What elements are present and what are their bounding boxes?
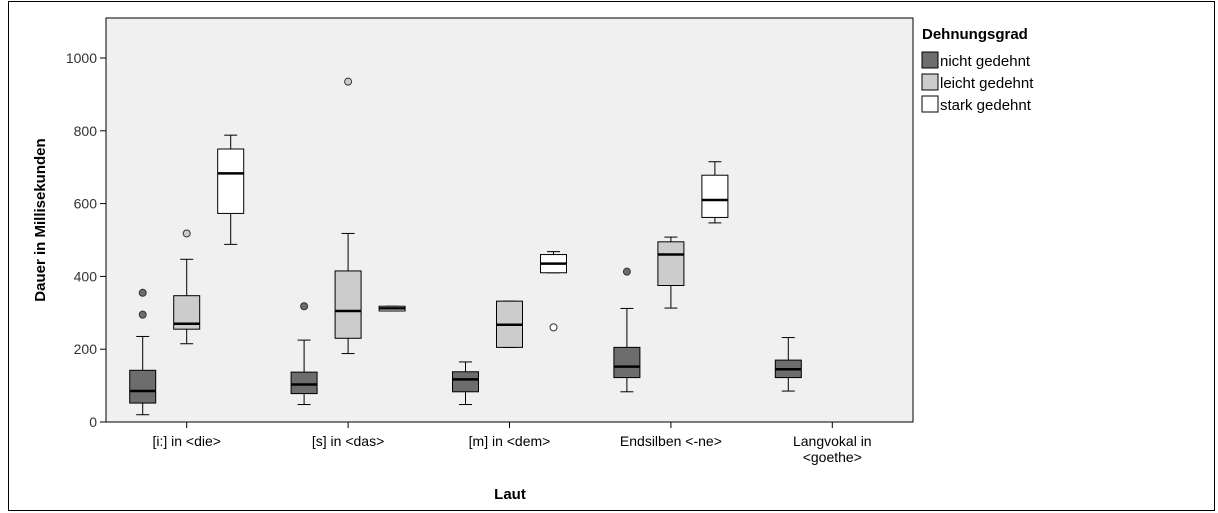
y-tick-label: 800: [74, 123, 98, 139]
box-nicht-gedehnt: [129, 288, 157, 416]
box-nicht-gedehnt: [452, 361, 479, 406]
y-tick-label: 400: [74, 268, 98, 284]
box-iqr: [217, 148, 245, 214]
box-iqr: [334, 270, 362, 339]
legend-label: nicht gedehnt: [940, 53, 1031, 70]
y-tick-label: 0: [89, 414, 97, 430]
legend: Dehnungsgrad nicht gedehnt leicht gedehnt…: [921, 26, 1034, 114]
legend-label: leicht gedehnt: [940, 75, 1034, 92]
box-stark-gedehnt: [701, 161, 729, 224]
x-axis: [i:] in <die> [s] in <das> [m] in <dem> End…: [152, 422, 872, 465]
x-tick-label: [m] in <dem>: [469, 433, 551, 449]
legend-swatch: [921, 51, 939, 69]
box-iqr: [290, 371, 318, 395]
y-axis-label: Dauer in Millisekunden: [32, 138, 49, 301]
outlier-point: [138, 310, 147, 319]
outlier-point: [344, 77, 353, 86]
legend-swatch: [921, 95, 939, 113]
legend-title: Dehnungsgrad: [922, 26, 1028, 43]
box-iqr: [701, 174, 729, 218]
legend-swatch: [921, 73, 939, 91]
box-leicht-gedehnt: [173, 229, 201, 345]
box-leicht-gedehnt: [657, 236, 685, 309]
box-iqr: [129, 369, 157, 404]
box-stark-gedehnt: [378, 305, 406, 312]
plot-area: [105, 17, 914, 423]
chart-frame: [8, 1, 1215, 511]
outlier-point: [182, 229, 191, 238]
box-groups: [129, 77, 802, 416]
x-axis-label: Laut: [494, 486, 526, 503]
y-axis: 0 200 400 600 800 1000: [66, 50, 106, 430]
x-tick-label: <goethe>: [803, 449, 862, 465]
box-leicht-gedehnt: [496, 300, 523, 348]
box-iqr: [452, 371, 479, 393]
box-nicht-gedehnt: [774, 337, 802, 392]
box-nicht-gedehnt: [290, 302, 318, 406]
x-tick-label: [i:] in <die>: [152, 433, 221, 449]
y-tick-label: 600: [74, 196, 98, 212]
outlier-point: [300, 302, 309, 311]
outlier-point: [549, 323, 558, 332]
x-tick-label: [s] in <das>: [312, 433, 384, 449]
box-iqr: [657, 241, 685, 287]
x-tick-label: Endsilben <-ne>: [620, 433, 722, 449]
box-iqr: [613, 346, 641, 379]
box-stark-gedehnt: [217, 134, 245, 245]
box-leicht-gedehnt: [334, 77, 362, 355]
legend-label: stark gedehnt: [940, 97, 1032, 114]
y-tick-label: 1000: [66, 50, 97, 66]
x-tick-label: Langvokal in: [793, 433, 872, 449]
box-nicht-gedehnt: [613, 267, 641, 393]
box-stark-gedehnt: [540, 251, 567, 332]
outlier-point: [138, 288, 147, 297]
outlier-point: [622, 267, 631, 276]
y-tick-label: 200: [74, 341, 98, 357]
